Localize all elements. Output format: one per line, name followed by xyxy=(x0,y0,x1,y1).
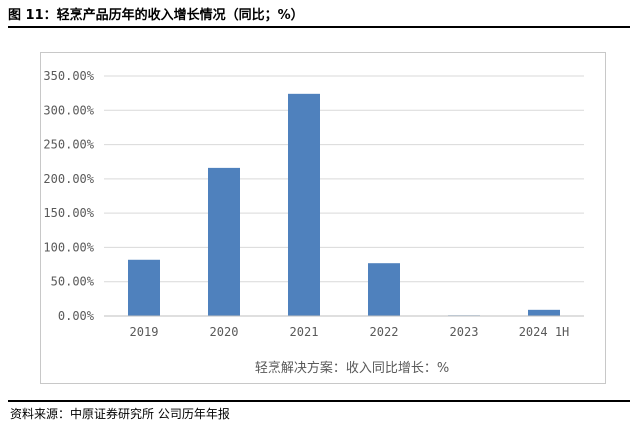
bars xyxy=(128,93,560,317)
x-tick-label: 2019 xyxy=(130,325,159,339)
bar-2019 xyxy=(128,259,160,316)
y-tick-label: 350.00% xyxy=(43,69,94,83)
title-rule xyxy=(8,26,630,28)
x-tick-label: 2023 xyxy=(450,325,479,339)
source-note: 资料来源：中原证券研究所 公司历年年报 xyxy=(10,407,230,421)
y-axis-ticks: 0.00% 50.00% 100.00% 150.00% 200.00% 250.00% 3… xyxy=(43,69,94,323)
y-tick-label: 0.00% xyxy=(58,309,95,323)
y-tick-label: 300.00% xyxy=(43,103,94,117)
x-tick-label: 2024 1H xyxy=(519,325,570,339)
y-tick-label: 200.00% xyxy=(43,172,94,186)
figure-title: 图 11：轻烹产品历年的收入增长情况（同比；%） xyxy=(8,8,304,23)
gridlines xyxy=(104,75,584,283)
y-tick-label: 100.00% xyxy=(43,240,94,254)
y-tick-label: 150.00% xyxy=(43,206,94,220)
y-tick-label: 250.00% xyxy=(43,138,94,152)
x-tick-label: 2022 xyxy=(370,325,399,339)
legend-label: 轻烹解决方案：收入同比增长：% xyxy=(255,360,449,376)
x-tick-label: 2020 xyxy=(210,325,239,339)
bar-2024-1h xyxy=(528,309,560,316)
bar-2020 xyxy=(208,167,240,316)
bar-2021 xyxy=(288,93,320,316)
bar-2022 xyxy=(368,263,400,316)
x-axis-ticks: 2019 2020 2021 2022 2023 2024 1H xyxy=(130,325,570,339)
y-tick-label: 50.00% xyxy=(51,275,95,289)
x-tick-label: 2021 xyxy=(290,325,319,339)
chart-frame xyxy=(40,52,606,384)
source-rule xyxy=(8,400,630,402)
